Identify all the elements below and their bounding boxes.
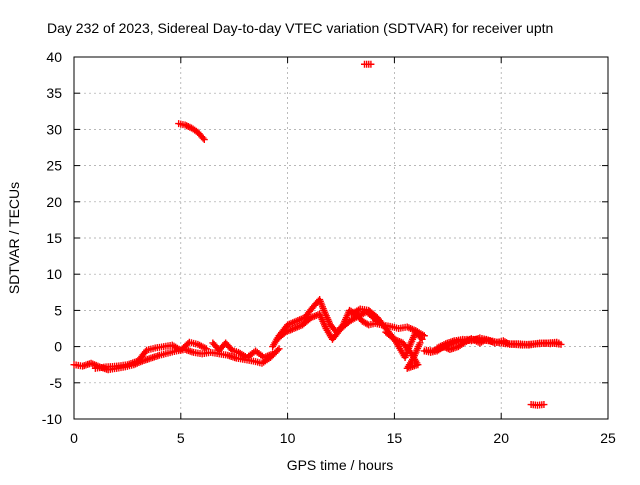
data-point [275, 345, 283, 353]
y-tick-label: 30 [46, 121, 62, 137]
data-point [417, 334, 425, 342]
x-tick-label: 5 [177, 430, 185, 446]
y-tick-label: 15 [46, 230, 62, 246]
y-tick-label: 20 [46, 194, 62, 210]
chart-title: Day 232 of 2023, Sidereal Day-to-day VTE… [47, 20, 553, 36]
tick-labels: 0 5 10 15 20 25 -10 -5 0 5 10 15 20 25 30 35 40 [42, 49, 616, 446]
data-point [202, 345, 210, 353]
data-point [181, 121, 189, 129]
data-point [184, 123, 192, 131]
data-point [418, 335, 426, 343]
y-tick-label: -5 [50, 375, 63, 391]
y-tick-label: 5 [54, 302, 62, 318]
data-point [274, 346, 282, 354]
y-axis-label: SDTVAR / TECUs [6, 182, 22, 294]
y-tick-label: 35 [46, 85, 62, 101]
data-point [367, 60, 375, 68]
axes [73, 56, 609, 420]
x-tick-label: 10 [280, 430, 296, 446]
data-point [199, 134, 207, 142]
data-points [70, 60, 565, 409]
y-tick-label: 10 [46, 266, 62, 282]
y-tick-label: 40 [46, 49, 62, 65]
y-tick-label: 25 [46, 158, 62, 174]
data-point [200, 136, 208, 144]
data-point [416, 339, 424, 347]
x-tick-label: 25 [600, 430, 616, 446]
data-point [269, 350, 277, 358]
data-point [183, 122, 191, 130]
plot-frame [73, 56, 609, 420]
grid [74, 57, 608, 419]
data-point [540, 401, 548, 409]
y-tick-label: 0 [54, 339, 62, 355]
x-tick-label: 20 [493, 430, 509, 446]
x-tick-label: 15 [387, 430, 403, 446]
x-tick-label: 0 [70, 430, 78, 446]
x-axis-label: GPS time / hours [287, 457, 394, 473]
y-tick-label: -10 [42, 411, 62, 427]
data-point [553, 338, 561, 346]
